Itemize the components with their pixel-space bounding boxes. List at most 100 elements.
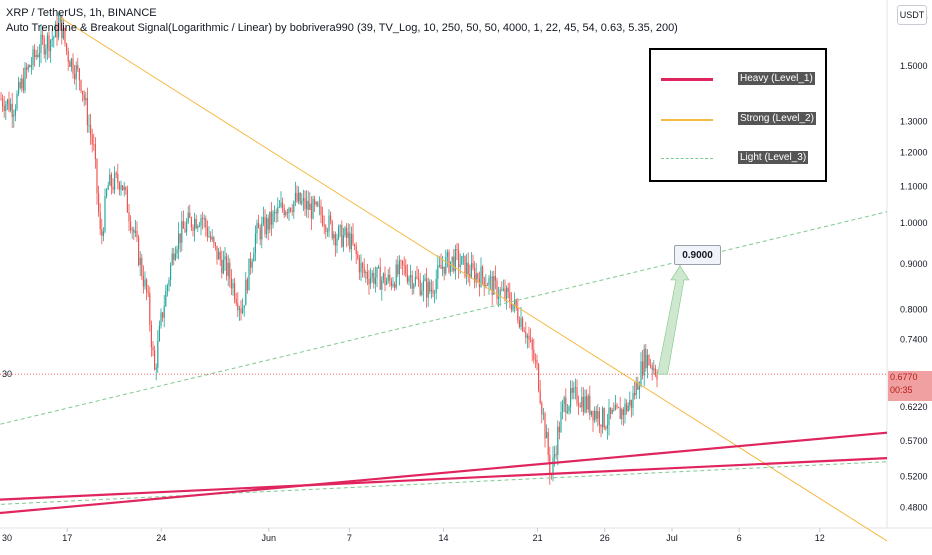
candle-body — [450, 261, 451, 272]
candle-body — [624, 403, 625, 415]
candle-body — [359, 258, 360, 272]
candle-body — [498, 297, 499, 299]
candle-body — [146, 280, 147, 292]
candle-body — [360, 263, 361, 272]
candle-body — [36, 55, 37, 57]
candle-body — [351, 234, 352, 249]
candle-body — [343, 235, 344, 246]
candle-body — [647, 355, 648, 368]
candle-body — [260, 228, 261, 239]
candle-body — [394, 284, 395, 288]
candle-body — [151, 325, 152, 347]
candle-body — [508, 288, 509, 292]
candle-body — [527, 336, 528, 338]
candle-body — [88, 125, 89, 126]
candle-body — [506, 288, 507, 299]
candle-body — [244, 305, 245, 308]
candle-body — [620, 408, 621, 419]
candle-body — [301, 201, 302, 204]
candle-body — [239, 309, 240, 310]
candle-body — [188, 213, 189, 223]
price-edge-label: 30 — [2, 369, 12, 379]
candle-body — [596, 411, 597, 419]
candle-body — [76, 65, 77, 79]
candle-body — [282, 203, 283, 209]
candle-body — [420, 280, 421, 295]
candle-body — [247, 279, 248, 290]
candle-body — [408, 278, 409, 282]
candle-body — [423, 281, 424, 291]
candle-body — [290, 208, 291, 211]
symbol-title: XRP / TetherUS, 1h, BINANCE — [6, 6, 678, 21]
candle-body — [354, 244, 355, 246]
candle-body — [362, 263, 363, 267]
candle-body — [332, 221, 333, 238]
candle-body — [391, 281, 392, 287]
candle-body — [346, 228, 347, 238]
candle-body — [612, 410, 613, 414]
candle-body — [152, 347, 153, 350]
candle-body — [597, 411, 598, 419]
candle-body — [639, 386, 640, 390]
candle-body — [148, 292, 149, 293]
candle-body — [32, 49, 33, 65]
candle-body — [300, 193, 301, 204]
candle-body — [160, 313, 161, 326]
candle-body — [208, 236, 209, 237]
candle-body — [288, 208, 289, 213]
candle-body — [77, 65, 78, 69]
candle-body — [34, 49, 35, 57]
candle-body — [576, 387, 577, 404]
candle-body — [119, 183, 120, 190]
candle-body — [93, 144, 94, 145]
candle-body — [74, 74, 75, 79]
candle-body — [117, 174, 118, 183]
candle-body — [272, 212, 273, 224]
candle-body — [650, 365, 651, 366]
time-tick-label: Jul — [666, 533, 678, 543]
candle-body — [432, 290, 433, 293]
price-tick-label: 0.9000 — [900, 259, 928, 269]
candle-body — [591, 411, 592, 415]
candle-body — [615, 405, 616, 410]
price-tick-label: 1.3000 — [900, 117, 928, 127]
candle-body — [519, 320, 520, 327]
legend-label-strong: Strong (Level_2) — [738, 112, 816, 125]
candle-body — [549, 455, 550, 474]
candle-body — [541, 403, 542, 414]
candle-body — [383, 274, 384, 280]
candle-body — [372, 273, 373, 278]
candle-body — [352, 234, 353, 244]
candle-body — [183, 221, 184, 228]
candle-body — [349, 233, 350, 250]
candle-body — [228, 263, 229, 276]
candle-body — [28, 65, 29, 69]
candle-body — [156, 368, 157, 370]
candle-body — [292, 211, 293, 212]
candle-body — [242, 308, 243, 313]
candle-body — [357, 254, 358, 258]
candle-body — [296, 193, 297, 201]
candle-body — [234, 283, 235, 299]
candle-body — [127, 190, 128, 212]
candle-body — [567, 411, 568, 412]
candle-body — [632, 393, 633, 408]
candle-body — [266, 218, 267, 234]
candle-body — [72, 59, 73, 74]
candle-body — [445, 257, 446, 274]
candle-body — [226, 256, 227, 276]
price-tick-label: 0.8000 — [900, 305, 928, 315]
candle-body — [136, 231, 137, 237]
candle-body — [604, 408, 605, 428]
candle-body — [456, 249, 457, 250]
legend-label-light: Light (Level_3) — [738, 151, 808, 164]
candle-body — [452, 257, 453, 262]
currency-badge[interactable]: USDT — [897, 5, 927, 25]
candle-body — [20, 82, 21, 88]
candle-body — [112, 187, 113, 190]
candle-body — [21, 79, 22, 88]
candle-body — [100, 212, 101, 229]
candle-body — [141, 258, 142, 276]
legend-label-heavy: Heavy (Level_1) — [738, 72, 815, 85]
candle-body — [504, 289, 505, 299]
